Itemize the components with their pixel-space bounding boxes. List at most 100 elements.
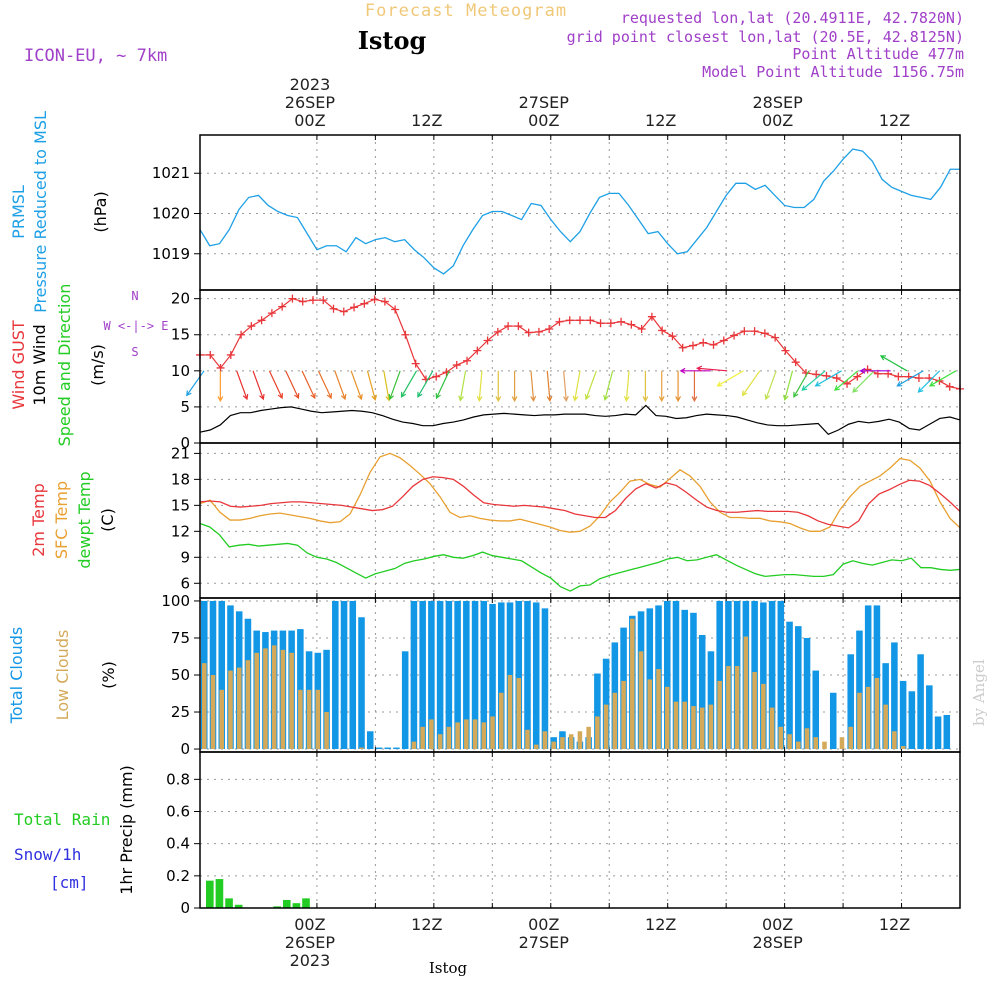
y-tick-label: 21 (171, 444, 190, 462)
panels: 1019102010210510152069121518210255075100… (7, 111, 964, 917)
total-cloud-bar (663, 600, 671, 750)
total-cloud-bar (498, 602, 505, 750)
low-cloud-bar (516, 677, 522, 750)
rain-bar (225, 898, 233, 908)
low-cloud-bar (691, 706, 696, 750)
gust-marker (534, 327, 543, 336)
low-cloud-bar (603, 704, 609, 750)
low-cloud-bar (892, 731, 897, 750)
pressure-label: PRMSL (9, 185, 28, 239)
total-cloud-bar (463, 600, 470, 750)
wind-arrow (658, 370, 665, 403)
wind-arrow (417, 370, 434, 398)
y-tick-label: 15 (171, 496, 190, 514)
y-tick-label: 5 (180, 398, 190, 416)
temp-2m-label: 2m Temp (29, 483, 48, 557)
wind-arrow (186, 370, 205, 397)
y-tick-label: 0.4 (166, 835, 190, 853)
total-cloud-bar (803, 637, 811, 750)
gust-marker (678, 343, 687, 352)
wind-arrow (716, 370, 744, 387)
gust-marker (278, 302, 287, 311)
rain-bar (215, 879, 224, 908)
gust-marker (308, 296, 317, 305)
low-cloud-bar (848, 726, 853, 750)
total-cloud-bar (812, 670, 820, 750)
gust-marker (637, 324, 646, 333)
wind-arrow (879, 355, 908, 372)
rain-bar (302, 898, 310, 908)
gust-marker (298, 297, 307, 306)
y-tick-label: 1020 (152, 205, 190, 223)
total-cloud-bar (681, 609, 688, 750)
total-cloud-bar (480, 600, 488, 750)
low-cloud-bar (612, 692, 618, 750)
wind-arrow (388, 370, 401, 401)
low-cloud-bar (271, 645, 277, 750)
low-cloud-bar (455, 722, 460, 750)
low-cloud-bar (804, 728, 810, 750)
wind-arrow (317, 370, 333, 400)
total-cloud-bar (489, 603, 496, 750)
low-cloud-bar (769, 707, 775, 750)
y-tick-label: 9 (180, 548, 190, 566)
gust-marker (473, 346, 482, 355)
bottom-time-label: 12Z (879, 915, 910, 934)
low-cloud-bar (210, 675, 216, 750)
top-time-label: 12Z (879, 111, 910, 130)
low-cloud-bar (472, 719, 478, 750)
panel-frame (199, 442, 961, 599)
low-cloud-bar (787, 734, 792, 750)
total-cloud-bar (454, 600, 461, 750)
wind-arrow (366, 370, 378, 402)
low-cloud-bar (839, 737, 845, 750)
low-cloud-bar (638, 651, 644, 750)
panel-wind: 0 5 10 15 20 (171, 289, 964, 452)
total-cloud-bar (716, 600, 723, 750)
total-cloud-bar (428, 600, 435, 750)
low-cloud-bar (630, 618, 635, 750)
compass-n: N (131, 289, 138, 303)
total-cloud-bar (926, 685, 933, 750)
panel-frame (199, 751, 961, 909)
y-tick-label: 12 (171, 522, 190, 540)
low-cloud-bar (699, 707, 705, 750)
rain-bar (234, 904, 243, 908)
gust-marker (267, 309, 276, 318)
total-cloud-bar (795, 626, 802, 750)
y-tick-label: 6 (180, 574, 190, 592)
total-cloud-bar (847, 654, 854, 750)
meteogram-title: Forecast Meteogram (365, 1, 567, 21)
location-title: Istog (358, 26, 427, 55)
wind-arrow (400, 370, 418, 398)
bottom-time-label: 28SEP (752, 933, 803, 952)
gust-marker (339, 307, 348, 316)
low-cloud-bar (228, 670, 233, 750)
total-cloud-bar (856, 630, 863, 750)
point-altitude: Point Altitude 477m (792, 45, 964, 63)
bottom-time-label: 27SEP (519, 933, 570, 952)
top-time-label: 27SEP (519, 93, 570, 112)
low-cloud-bar (490, 716, 495, 750)
low-cloud-bar (865, 686, 871, 750)
low-cloud-bar (280, 649, 286, 750)
total-cloud-bar (777, 600, 785, 750)
low-cloud-bar (411, 741, 417, 750)
low-cloud-bar (883, 704, 888, 750)
low-cloud-bar (761, 683, 766, 750)
low-cloud-bar (499, 692, 504, 750)
wind-arrow (833, 370, 859, 391)
total-cloud-bar (323, 649, 330, 750)
low-cloud-bar (726, 666, 731, 750)
top-time-label: 00Z (762, 111, 793, 130)
total-cloud-bar (419, 600, 426, 750)
low-cloud-bar (822, 741, 827, 750)
wind-arrow (350, 370, 363, 401)
gust-marker (709, 340, 718, 349)
low-cloud-bar (202, 663, 207, 750)
low-cloud-bar (664, 686, 670, 750)
wind-arrow (691, 370, 698, 403)
rain-bar (273, 906, 281, 908)
gust-marker (586, 316, 595, 325)
